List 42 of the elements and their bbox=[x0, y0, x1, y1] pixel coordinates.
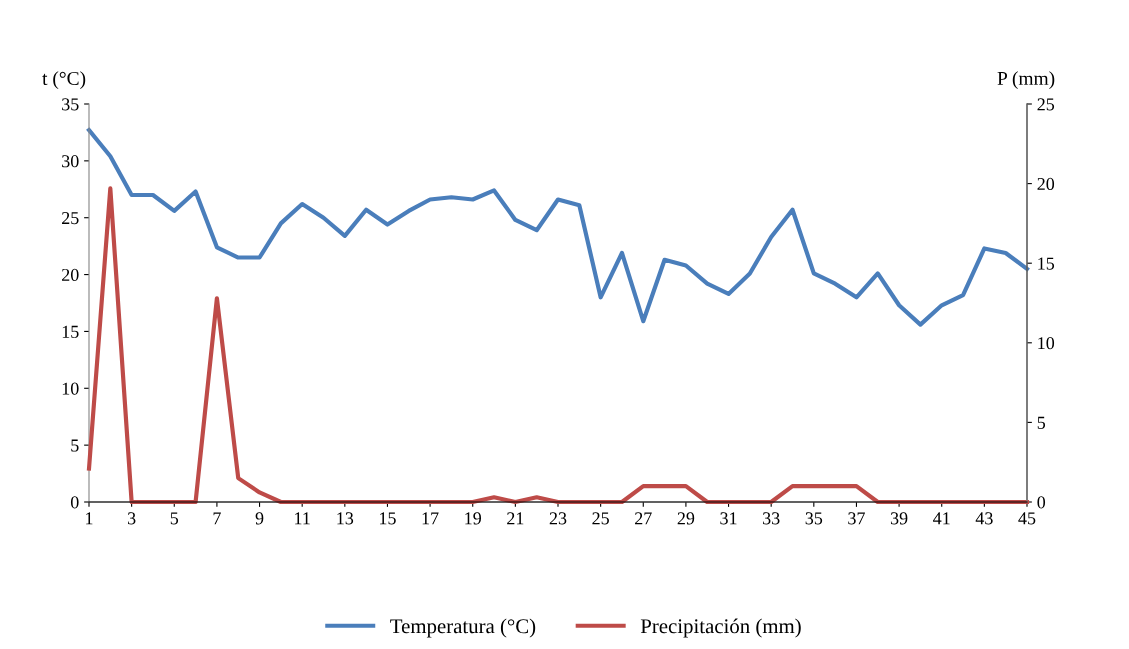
x-tick-label: 45 bbox=[1018, 512, 1036, 525]
y2-tick-label: 15 bbox=[1038, 257, 1055, 270]
x-tick-label: 33 bbox=[763, 512, 780, 525]
y-tick-label: 20 bbox=[62, 268, 79, 282]
y2-axis-title: P (mm) bbox=[997, 71, 1055, 89]
y-tick-label: 15 bbox=[62, 325, 79, 338]
x-tick-label: 23 bbox=[549, 512, 567, 525]
y2-tick-label: 0 bbox=[1037, 496, 1046, 509]
x-tick-label: 37 bbox=[848, 512, 865, 525]
x-tick-label: 43 bbox=[975, 512, 993, 525]
x-tick-label: 7 bbox=[213, 512, 221, 525]
x-tick-label: 1 bbox=[86, 512, 93, 525]
y-tick-label: 5 bbox=[71, 439, 79, 452]
x-tick-label: 21 bbox=[507, 512, 524, 525]
x-tick-label: 9 bbox=[255, 512, 264, 525]
x-tick-label: 3 bbox=[127, 512, 136, 525]
x-tick-label: 35 bbox=[805, 512, 823, 525]
y-tick-label: 25 bbox=[62, 212, 79, 225]
x-tick-label: 25 bbox=[592, 512, 609, 525]
y-tick-label: 30 bbox=[62, 155, 79, 168]
x-tick-label: 19 bbox=[465, 512, 482, 525]
x-tick-label: 5 bbox=[170, 512, 179, 525]
y2-tick-label: 20 bbox=[1037, 177, 1055, 191]
x-tick-label: 31 bbox=[720, 512, 737, 525]
y-tick-label: 10 bbox=[62, 382, 79, 395]
y2-tick-label: 10 bbox=[1038, 337, 1055, 350]
x-tick-label: 27 bbox=[635, 512, 652, 525]
x-tick-label: 29 bbox=[677, 512, 695, 525]
y-axis-title: t (°C) bbox=[42, 71, 86, 89]
x-tick-label: 11 bbox=[295, 512, 310, 525]
y-tick-label: 0 bbox=[70, 496, 79, 509]
x-tick-label: 39 bbox=[890, 512, 908, 525]
legend-label: Temperatura (°C) bbox=[390, 618, 536, 638]
x-tick-label: 13 bbox=[337, 512, 354, 525]
x-tick-label: 15 bbox=[380, 512, 396, 525]
line-series bbox=[86, 128, 1030, 327]
x-tick-label: 17 bbox=[422, 512, 439, 525]
x-tick-label: 41 bbox=[933, 512, 950, 525]
y2-tick-label: 25 bbox=[1037, 98, 1055, 111]
y-tick-label: 35 bbox=[62, 98, 79, 111]
legend-label: Precipitación (mm) bbox=[640, 618, 801, 638]
y2-tick-label: 5 bbox=[1037, 416, 1046, 429]
